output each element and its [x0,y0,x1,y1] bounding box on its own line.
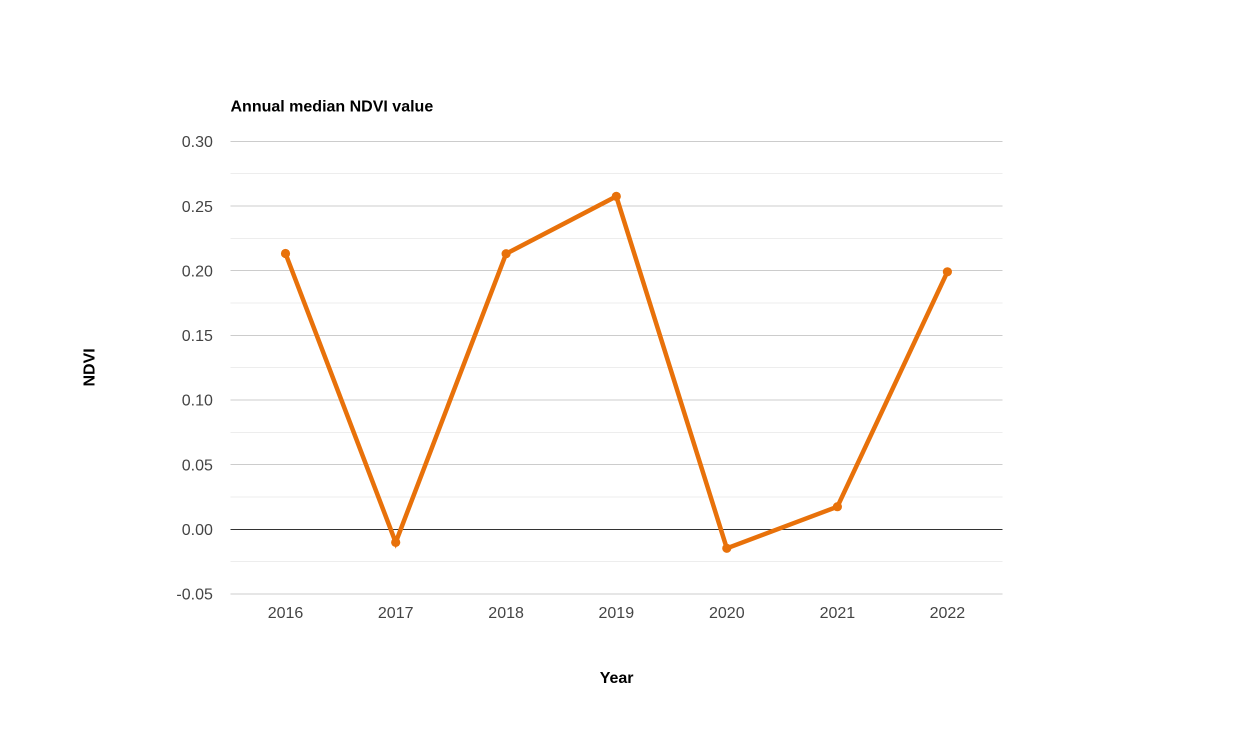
svg-text:-0.05: -0.05 [176,587,213,604]
svg-text:2016: 2016 [268,605,304,622]
svg-text:2020: 2020 [709,605,745,622]
svg-text:0.25: 0.25 [182,199,213,216]
svg-text:2017: 2017 [378,605,414,622]
svg-text:0.30: 0.30 [182,134,213,151]
svg-text:NDVI: NDVI [81,348,98,386]
svg-text:0.05: 0.05 [182,457,213,474]
svg-text:0.20: 0.20 [182,263,213,280]
svg-text:Year: Year [600,670,634,687]
svg-text:0.10: 0.10 [182,393,213,410]
svg-text:2018: 2018 [488,605,524,622]
svg-text:2022: 2022 [930,605,966,622]
svg-text:2019: 2019 [599,605,635,622]
svg-text:2021: 2021 [820,605,856,622]
svg-text:0.15: 0.15 [182,328,213,345]
svg-text:Annual median NDVI value: Annual median NDVI value [231,98,434,115]
svg-text:0.00: 0.00 [182,522,213,539]
